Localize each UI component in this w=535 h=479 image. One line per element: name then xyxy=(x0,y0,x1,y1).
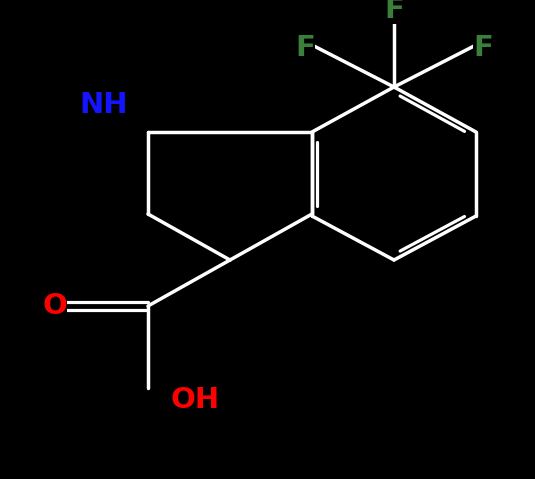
Text: OH: OH xyxy=(171,386,219,414)
Text: F: F xyxy=(384,0,404,24)
Text: F: F xyxy=(295,34,315,62)
Text: F: F xyxy=(473,34,493,62)
Text: NH: NH xyxy=(80,91,128,119)
Text: O: O xyxy=(43,292,67,320)
